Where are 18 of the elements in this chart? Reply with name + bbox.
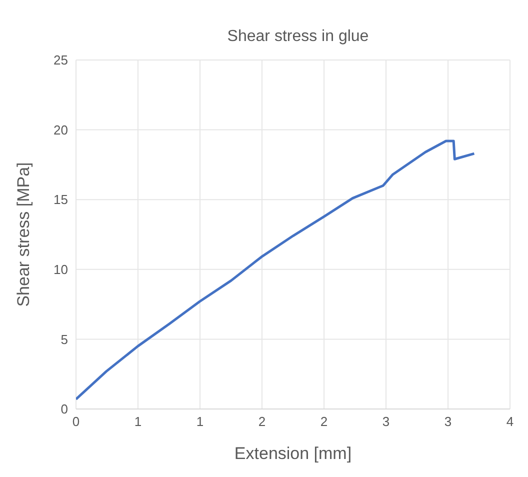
chart-title: Shear stress in glue	[226, 28, 370, 46]
x-tick-label: 3	[382, 414, 390, 430]
x-tick-label: 0	[72, 414, 80, 430]
x-tick-label: 3	[444, 414, 452, 430]
y-tick-label: 20	[54, 122, 68, 138]
y-tick-label: 25	[54, 52, 68, 68]
x-axis-title: Extension [mm]	[234, 444, 352, 463]
y-tick-label: 0	[60, 402, 68, 417]
x-tick-label: 1	[196, 414, 204, 430]
line-series	[76, 140, 476, 400]
x-tick-label: 2	[258, 414, 266, 430]
y-axis-title: Shear stress [MPa]	[14, 162, 34, 307]
x-tick-label: 1	[134, 414, 142, 430]
y-tick-label: 10	[54, 262, 68, 278]
y-tick-label: 15	[54, 192, 68, 208]
x-tick-label: 4	[506, 414, 514, 430]
y-tick-label: 5	[60, 332, 68, 347]
x-tick-label: 2	[320, 414, 328, 430]
